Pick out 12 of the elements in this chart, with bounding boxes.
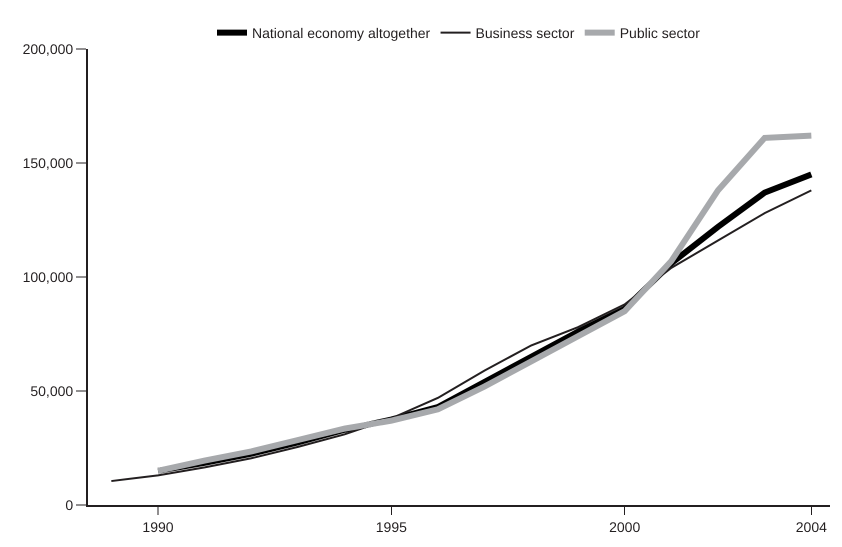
y-tick-label: 150,000 — [22, 154, 74, 171]
x-tick-label: 1995 — [376, 518, 408, 535]
y-tick-label: 100,000 — [22, 268, 74, 285]
legend-label: Public sector — [620, 25, 700, 42]
legend-label: Business sector — [476, 25, 575, 42]
y-tick-label: 50,000 — [30, 382, 74, 399]
y-tick-label: 200,000 — [22, 40, 74, 57]
x-tick-label: 2000 — [609, 518, 640, 535]
x-tick-label: 2004 — [796, 518, 828, 535]
x-tick-label: 1990 — [142, 518, 174, 535]
y-tick-label: 0 — [65, 496, 74, 513]
legend-label: National economy altogether — [252, 25, 431, 42]
